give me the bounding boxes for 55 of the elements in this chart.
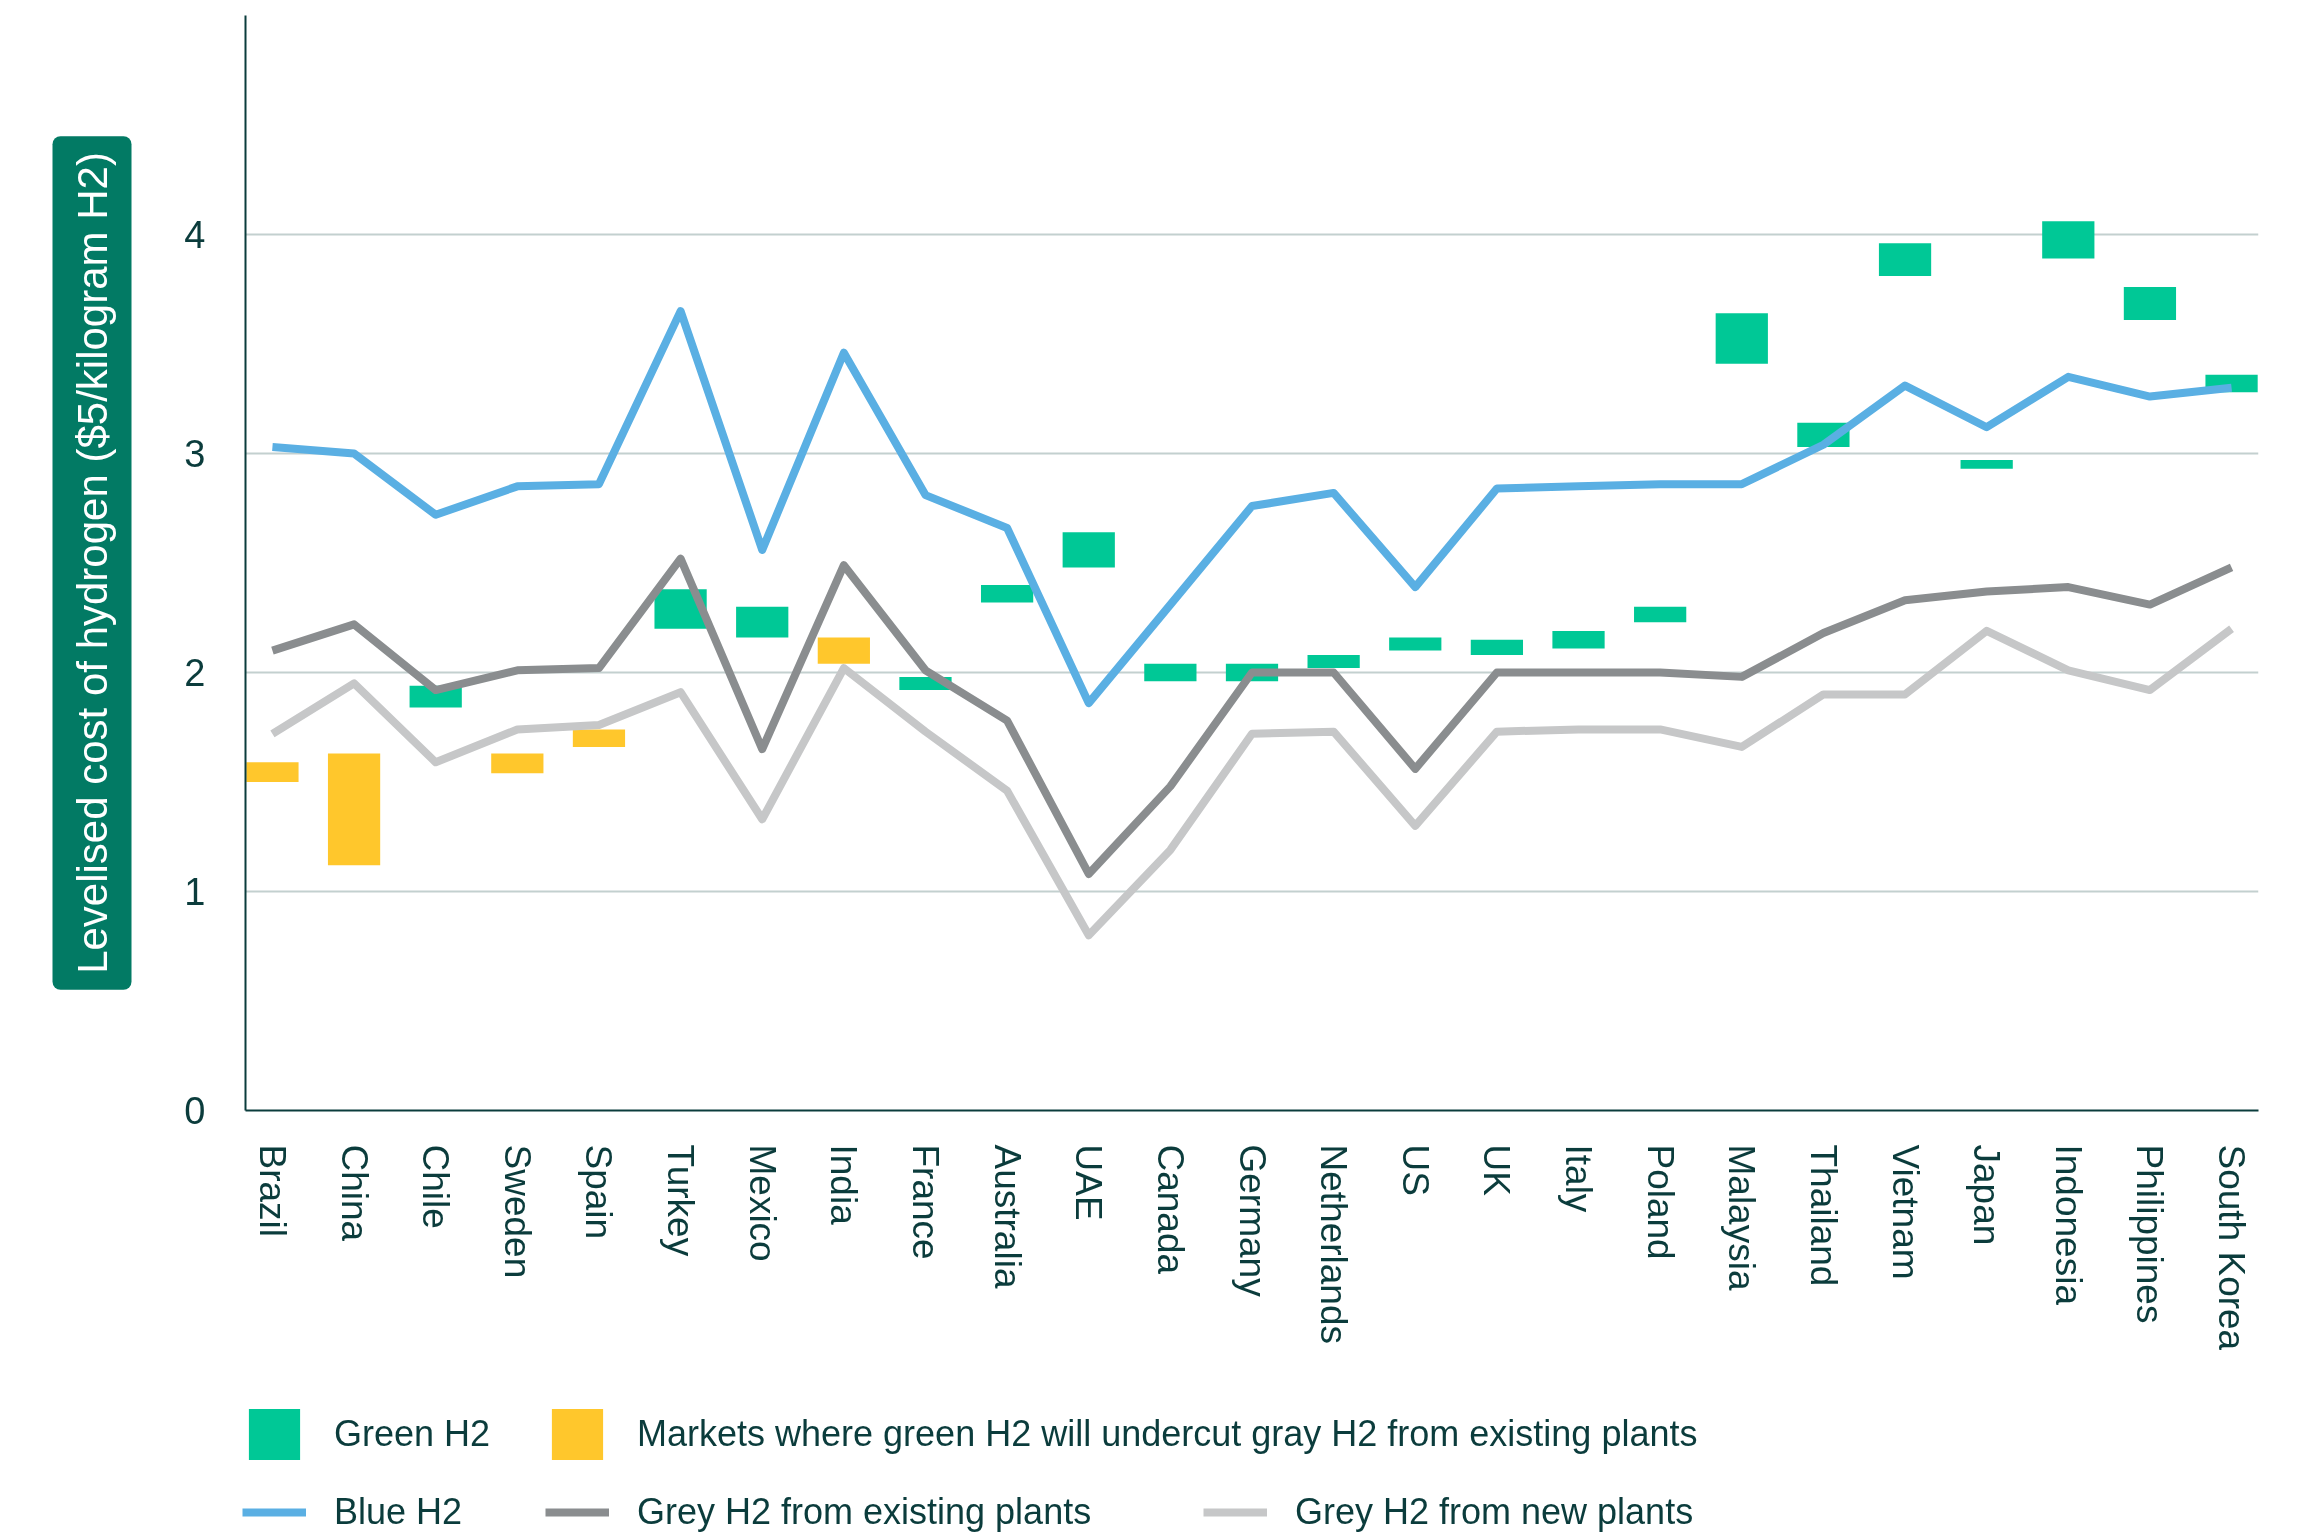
x-tick-label: UAE [1068, 1144, 1110, 1221]
bar [1144, 663, 1197, 682]
x-tick-label: Malaysia [1721, 1144, 1763, 1291]
bar [246, 762, 299, 782]
bar [817, 637, 870, 664]
x-tick-label: Netherlands [1313, 1144, 1355, 1345]
x-tick-label: US [1394, 1144, 1436, 1196]
y-tick-label: 0 [184, 1090, 206, 1132]
x-tick-label: France [904, 1144, 946, 1260]
x-tick-label: Indonesia [2047, 1144, 2089, 1306]
x-tick-label: Germany [1231, 1144, 1273, 1298]
x-tick-label: China [333, 1144, 375, 1242]
bar [1960, 460, 2013, 469]
bar [1307, 654, 1360, 669]
bar [1715, 313, 1768, 364]
bar [327, 753, 381, 866]
y-tick-label: 1 [184, 871, 206, 913]
x-tick-label: UK [1476, 1144, 1518, 1197]
x-tick-label: Canada [1149, 1144, 1191, 1275]
x-tick-label: Australia [986, 1144, 1028, 1289]
bar [2042, 221, 2095, 259]
x-tick-label: Turkey [660, 1144, 702, 1257]
legend-label: Grey H2 from existing plants [637, 1491, 1092, 1533]
y-tick-label: 3 [184, 433, 206, 475]
legend-label: Markets where green H2 will undercut gray H2 from existing plants [637, 1413, 1698, 1455]
x-tick-label: South Korea [2211, 1144, 2253, 1351]
x-tick-label: Italy [1558, 1144, 1600, 1213]
x-tick-label: Poland [1639, 1144, 1681, 1260]
legend-label: Grey H2 from new plants [1295, 1491, 1694, 1533]
x-tick-label: Thailand [1802, 1144, 1844, 1287]
bar [2123, 287, 2177, 320]
legend-label: Green H2 [334, 1413, 491, 1455]
bar [572, 729, 626, 747]
x-tick-label: India [823, 1144, 865, 1226]
x-tick-label: Chile [415, 1144, 457, 1229]
bar [491, 753, 544, 774]
y-tick-label: 4 [184, 214, 206, 256]
bar [736, 606, 789, 638]
x-tick-label: Philippines [2129, 1144, 2171, 1324]
bar [1634, 606, 1687, 623]
x-tick-label: Mexico [741, 1144, 783, 1262]
bar [1878, 243, 1932, 277]
legend-label: Blue H2 [334, 1491, 463, 1533]
x-tick-label: Brazil [251, 1144, 293, 1238]
x-tick-label: Sweden [496, 1144, 538, 1279]
x-tick-label: Japan [1966, 1144, 2008, 1246]
x-tick-label: Spain [578, 1144, 620, 1240]
y-axis-title: Levelised cost of hydrogen ($5/kilogram H2) [68, 152, 116, 974]
x-tick-label: Vietnam [1884, 1144, 1926, 1280]
bar [1552, 630, 1605, 649]
bar [1389, 637, 1442, 651]
bar [1062, 532, 1115, 568]
bar [980, 584, 1034, 603]
y-tick-label: 2 [184, 652, 206, 694]
bar [1470, 639, 1524, 655]
